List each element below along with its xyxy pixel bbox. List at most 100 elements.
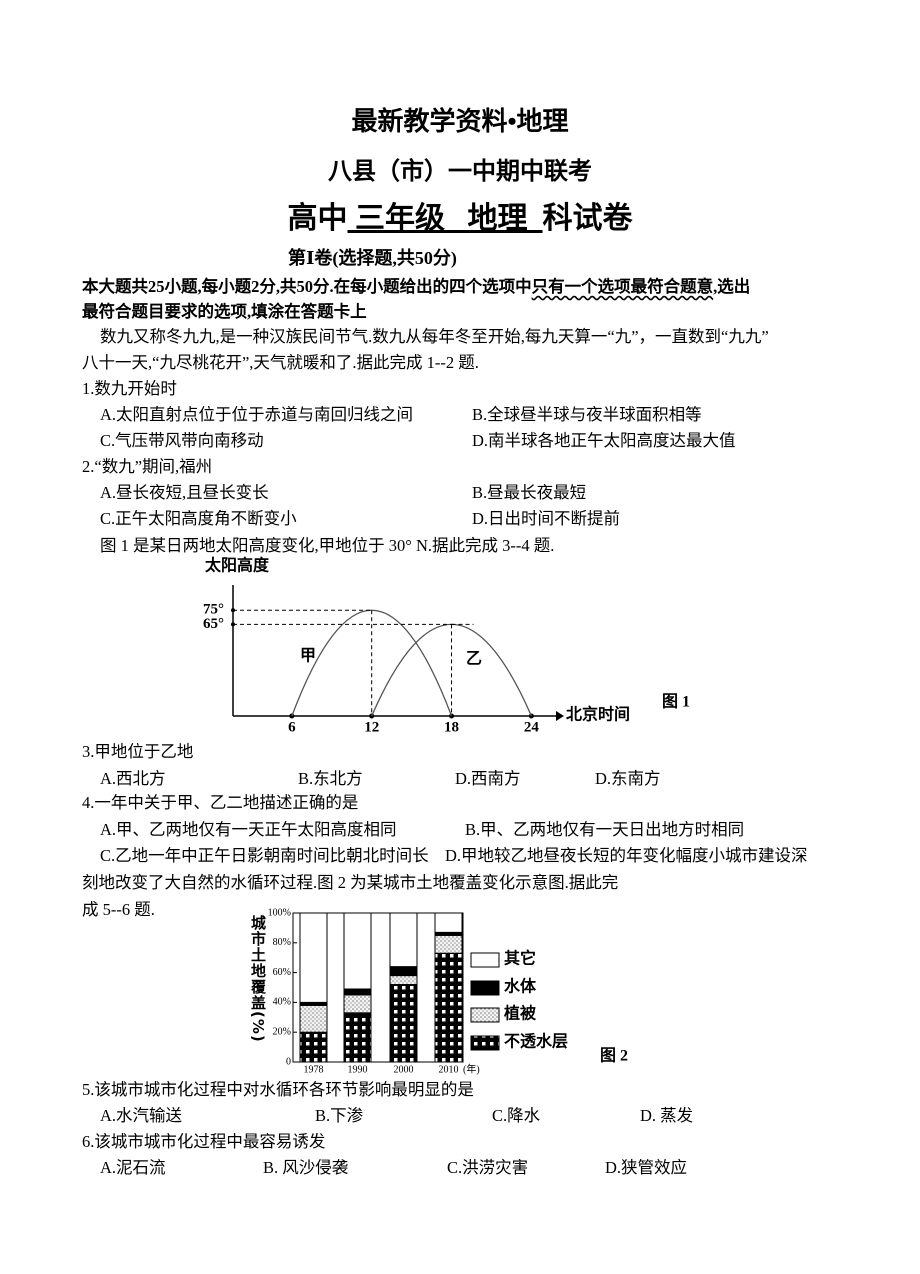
x-tick-label: 24: [524, 719, 540, 735]
option: B.甲、乙两地仅有一天日出地方时相同: [465, 820, 745, 839]
text: 本大题共25小题,每小题2分,共50分.在每小题给出的四个选项中: [82, 277, 532, 296]
bar-segment: [343, 1012, 372, 1063]
option: B.昼最长夜最短: [472, 483, 587, 502]
x-axis-title: 北京时间: [566, 705, 630, 724]
y-tick-label: 100%: [268, 907, 291, 918]
instructions: 本大题共25小题,每小题2分,共50分.在每小题给出的四个选项中只有一个选项最符…: [82, 277, 750, 297]
option: D. 蒸发: [640, 1106, 694, 1125]
option: C.气压带风带向南移动: [100, 431, 264, 450]
doc-title: 最新教学资料•地理: [351, 107, 569, 136]
bar-segment: [389, 984, 418, 1063]
figure-caption: 图 1: [662, 693, 690, 711]
legend-label: 不透水层: [504, 1032, 568, 1051]
y-tick-label: 80%: [273, 937, 291, 948]
text: ,选出: [713, 277, 751, 296]
y-tick-label: 20%: [273, 1026, 291, 1037]
legend-swatch: [470, 1007, 500, 1023]
question-stem: 3.甲地位于乙地: [82, 742, 194, 761]
option: A.西北方: [100, 769, 166, 788]
bar-segment: [299, 912, 328, 1003]
plot-frame: [292, 912, 464, 1063]
option: C.洪涝灾害: [447, 1158, 529, 1177]
option: B.下渗: [315, 1106, 364, 1125]
title-part: 高中: [287, 202, 348, 235]
y-tick-label: 0: [286, 1056, 291, 1067]
option: B.东北方: [298, 769, 363, 788]
axis-arrow: [556, 711, 564, 721]
x-tick-label: 2010: [439, 1064, 459, 1075]
option: A.水汽输送: [100, 1106, 183, 1125]
bar-segment: [389, 966, 418, 977]
series-label: 甲: [300, 647, 316, 665]
option: A.甲、乙两地仅有一天正午太阳高度相同: [100, 820, 397, 839]
bar-segment: [434, 934, 463, 954]
title-part: 三年级: [355, 202, 445, 235]
option: A.昼长夜短,且昼长变长: [100, 483, 269, 502]
legend-swatch: [470, 952, 500, 968]
option: A.泥石流: [100, 1158, 166, 1177]
option: D.狭管效应: [605, 1158, 688, 1177]
option: D.南半球各地正午太阳高度达最大值: [472, 431, 736, 450]
exam-name: 八县（市）一中期中联考: [328, 159, 592, 185]
paragraph: 城市建设深: [725, 846, 808, 865]
text: 只有一个选项最符合题意: [531, 277, 714, 296]
option: D.甲地较乙地昼夜长短的年变化幅度小城市建设深: [445, 846, 808, 865]
bar-segment: [434, 912, 463, 933]
question-stem: 4.一年中关于甲、乙二地描述正确的是: [82, 793, 359, 812]
title-part: 地理: [460, 202, 543, 235]
bar-segment: [343, 994, 372, 1014]
legend-swatch: [470, 980, 500, 996]
paragraph: 八十一天,“九尽桃花开”,天气就暖和了.据此完成 1--2 题.: [82, 353, 479, 372]
option: C.乙地一年中正午日影朝南时间比朝北时间长: [100, 846, 429, 865]
bar-segment: [389, 975, 418, 986]
y-axis-title: 太阳高度: [204, 556, 270, 575]
x-tick-label: 18: [444, 719, 459, 735]
paragraph: 刻地改变了大自然的水循环过程.图 2 为某城市土地覆盖变化示意图.据此完: [82, 873, 619, 892]
y-tick-label: 40%: [273, 997, 291, 1008]
x-axis-unit: (年): [463, 1062, 480, 1075]
question-stem: 6.该城市城市化过程中最容易诱发: [82, 1132, 326, 1151]
title-part: 科试卷: [542, 202, 633, 235]
legend-label: 水体: [504, 977, 537, 996]
paper-title: 高中 三年级 地理 科试卷: [288, 202, 633, 236]
x-tick-label: 1978: [304, 1064, 324, 1075]
y-tick-label: 60%: [273, 967, 291, 978]
x-tick-label: 12: [364, 719, 379, 735]
series-label: 乙: [466, 651, 482, 668]
option: C.降水: [492, 1106, 541, 1125]
bar-segment: [434, 952, 463, 1063]
bar-segment: [299, 1004, 328, 1033]
x-tick-label: 6: [288, 719, 296, 735]
paragraph: 数九又称冬九九,是一种汉族民间节气.数九从每年冬至开始,每九天算一“九”，一直数…: [100, 327, 769, 346]
instructions: 最符合题目要求的选项,填涂在答题卡上: [82, 302, 367, 321]
bar-segment: [343, 988, 372, 996]
bar-segment: [389, 912, 418, 968]
question-stem: 5.该城市城市化过程中对水循环各环节影响最明显的是: [82, 1080, 474, 1099]
legend-label: 其它: [504, 949, 536, 968]
paragraph: 图 1 是某日两地太阳高度变化,甲地位于 30° N.据此完成 3--4 题.: [100, 536, 555, 555]
option: D.西南方: [455, 769, 521, 788]
section-title: 第Ⅰ卷(选择题,共50分): [288, 248, 457, 268]
option: D.东南方: [595, 769, 661, 788]
legend-swatch: [470, 1035, 500, 1051]
x-tick-label: 1990: [348, 1064, 368, 1075]
question-stem: 2.“数九”期间,福州: [82, 457, 213, 476]
option: B. 风沙侵袭: [263, 1158, 349, 1177]
option: A.太阳直射点位于位于赤道与南回归线之间: [100, 405, 414, 424]
option: C.正午太阳高度角不断变小: [100, 509, 297, 528]
legend-label: 植被: [503, 1004, 537, 1023]
title-part: 三年级: [348, 202, 461, 235]
bar-segment: [343, 912, 372, 990]
title-part: 地理: [467, 202, 528, 235]
x-tick-label: 2000: [394, 1064, 414, 1075]
bar-segment: [299, 1031, 328, 1063]
question-stem: 1.数九开始时: [82, 379, 177, 398]
paragraph: 成 5--6 题.: [82, 900, 155, 919]
y-tick-label: 65°: [203, 616, 224, 632]
figure-caption: 图 2: [600, 1047, 628, 1065]
y-tick-label: 75°: [203, 602, 224, 618]
y-axis-title: 城市土地覆盖(%): [249, 915, 267, 1043]
option: D.日出时间不断提前: [472, 509, 621, 528]
